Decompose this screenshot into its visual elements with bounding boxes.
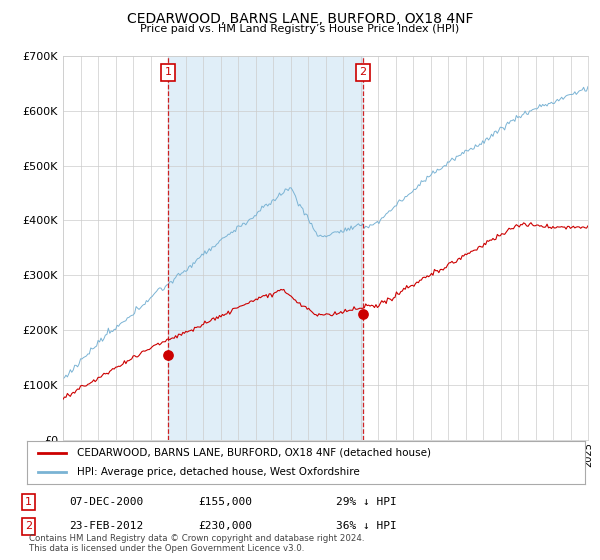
Text: Price paid vs. HM Land Registry’s House Price Index (HPI): Price paid vs. HM Land Registry’s House …: [140, 24, 460, 34]
Bar: [168, 56, 363, 440]
Text: £155,000: £155,000: [198, 497, 252, 507]
Text: HPI: Average price, detached house, West Oxfordshire: HPI: Average price, detached house, West…: [77, 467, 360, 477]
Text: £230,000: £230,000: [198, 521, 252, 531]
Text: 1: 1: [164, 67, 172, 77]
Text: 23-FEB-2012: 23-FEB-2012: [69, 521, 143, 531]
Text: CEDARWOOD, BARNS LANE, BURFORD, OX18 4NF: CEDARWOOD, BARNS LANE, BURFORD, OX18 4NF: [127, 12, 473, 26]
Point: [358, 309, 368, 318]
Text: 2: 2: [359, 67, 367, 77]
Text: 07-DEC-2000: 07-DEC-2000: [69, 497, 143, 507]
Text: 1: 1: [25, 497, 32, 507]
Text: 29% ↓ HPI: 29% ↓ HPI: [336, 497, 397, 507]
Point: [163, 350, 173, 359]
Text: 36% ↓ HPI: 36% ↓ HPI: [336, 521, 397, 531]
Text: Contains HM Land Registry data © Crown copyright and database right 2024.
This d: Contains HM Land Registry data © Crown c…: [29, 534, 364, 553]
Text: 2: 2: [25, 521, 32, 531]
Text: CEDARWOOD, BARNS LANE, BURFORD, OX18 4NF (detached house): CEDARWOOD, BARNS LANE, BURFORD, OX18 4NF…: [77, 448, 431, 458]
